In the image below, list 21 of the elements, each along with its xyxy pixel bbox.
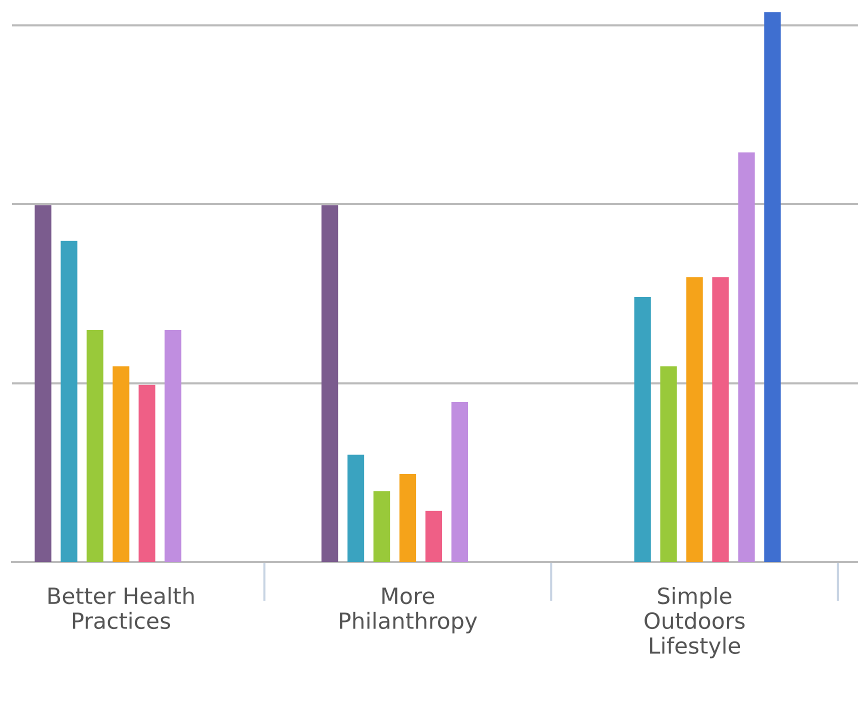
x-tick-label: Simple Outdoors Lifestyle (644, 587, 745, 658)
bar (660, 366, 677, 562)
bar (60, 240, 78, 562)
bar (86, 330, 104, 562)
bar (425, 510, 442, 562)
bar (112, 366, 130, 562)
bar (373, 491, 390, 562)
x-tick-label: More Philanthropy (340, 588, 478, 634)
x-tick-label: Better Health Practices (48, 587, 194, 630)
bar (712, 277, 729, 562)
bar (347, 454, 364, 562)
bar (451, 402, 468, 562)
bar (399, 474, 416, 562)
bar (634, 296, 651, 562)
bar (138, 384, 156, 562)
bar (321, 205, 338, 562)
bar (34, 205, 52, 562)
bar (686, 277, 703, 562)
bar (164, 330, 182, 562)
bar (764, 12, 781, 562)
bar (738, 152, 755, 562)
